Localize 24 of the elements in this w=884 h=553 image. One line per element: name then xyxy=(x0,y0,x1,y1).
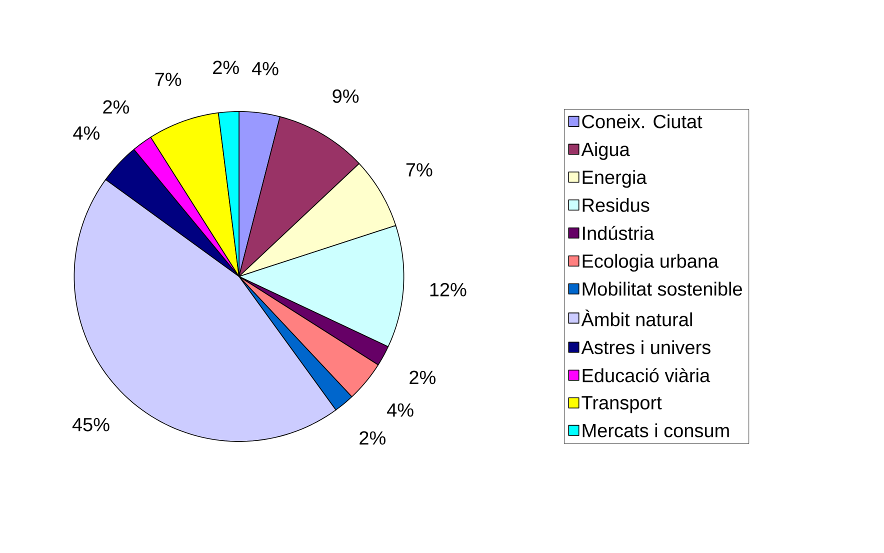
legend-label: Astres i univers xyxy=(581,340,710,354)
data-label: 7% xyxy=(155,72,182,86)
legend-label: Mercats i consum xyxy=(582,423,729,438)
legend-label: Residus xyxy=(582,198,650,212)
legend-label: Transport xyxy=(582,396,662,414)
data-label: 4% xyxy=(387,403,414,417)
data-label: 12% xyxy=(430,282,466,296)
data-label: 4% xyxy=(252,62,278,76)
data-label: 9% xyxy=(332,89,359,103)
legend-label: Energia xyxy=(582,170,647,188)
legend-label: Àmbit natural xyxy=(581,310,692,326)
legend-label: Indústria xyxy=(583,226,654,240)
data-label: 4% xyxy=(73,126,100,140)
data-label: 45% xyxy=(72,418,110,432)
legend-label: Aigua xyxy=(581,142,630,160)
legend-label: Coneix. Ciutat xyxy=(582,114,702,128)
legend-label: Mobilitat sostenible xyxy=(582,282,742,296)
legend-label: Ecologia urbana xyxy=(582,254,719,272)
data-label: 2% xyxy=(213,60,239,74)
data-label: 2% xyxy=(103,100,130,114)
data-label: 7% xyxy=(406,163,432,176)
legend-label: Educació viària xyxy=(582,368,710,382)
data-label: 2% xyxy=(410,370,436,384)
data-label: 2% xyxy=(360,431,386,445)
